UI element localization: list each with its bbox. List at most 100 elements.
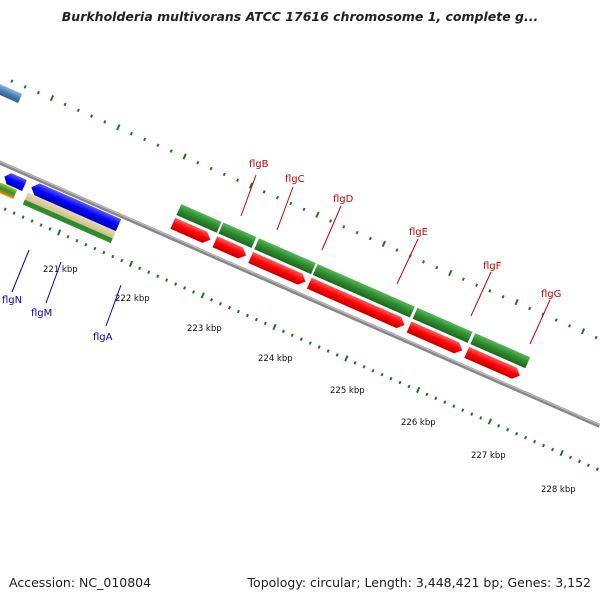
ruler-tick <box>586 463 590 468</box>
outer-tick <box>289 201 293 206</box>
ruler-tick <box>128 260 134 268</box>
outer-tick <box>475 283 479 287</box>
ruler-tick <box>21 215 25 219</box>
outer-tick <box>594 335 598 340</box>
outer-tick <box>23 85 27 89</box>
accession-value: NC_010804 <box>79 575 152 590</box>
length-label: Length: <box>364 575 412 590</box>
outer-tick <box>90 114 94 118</box>
outer-tick <box>236 178 240 182</box>
topology-label: Topology: <box>247 575 307 590</box>
ruler-tick <box>542 443 546 448</box>
cds-flgF[interactable] <box>406 321 465 356</box>
cds-flgM[interactable] <box>2 171 27 191</box>
ruler-tick <box>48 227 52 231</box>
outer-tick <box>222 172 226 177</box>
accession-label: Accession: <box>9 575 76 590</box>
ruler-tick <box>487 418 493 425</box>
outer-tick <box>421 260 426 264</box>
label-flgC[interactable]: flgC <box>285 174 305 185</box>
ruler-tick <box>111 254 115 259</box>
gene-flgC[interactable] <box>218 222 257 249</box>
outer-tick <box>76 108 80 113</box>
ruler-tick <box>371 368 375 373</box>
tick-label: 221 kbp <box>43 265 78 275</box>
cds-flgB[interactable] <box>170 217 212 245</box>
label-flgF[interactable]: flgF <box>483 261 502 272</box>
cds-flgE[interactable] <box>306 277 407 331</box>
upstream-gene[interactable] <box>0 54 23 103</box>
outer-tick <box>209 166 213 171</box>
cds-flgG[interactable] <box>464 346 522 381</box>
label-flgE[interactable]: flgE <box>409 227 428 238</box>
outer-tick <box>182 153 187 160</box>
tick-label: 223 kbp <box>187 324 222 334</box>
tick-label: 226 kbp <box>401 418 436 428</box>
label-flgN[interactable]: flgN <box>2 295 22 306</box>
tick-label: 222 kbp <box>115 294 150 304</box>
forward-genes <box>170 204 531 381</box>
label-flgG[interactable]: flgG <box>541 289 561 300</box>
tick-label: 225 kbp <box>330 386 365 396</box>
label-flgA[interactable]: flgA <box>93 332 113 343</box>
ruler-tick <box>353 361 357 365</box>
genes-value: 3,152 <box>555 575 591 590</box>
ruler-tick <box>3 207 7 211</box>
cds-flgA[interactable] <box>29 181 122 232</box>
ruler-tick <box>533 439 537 444</box>
tick-label: 228 kbp <box>541 485 576 495</box>
ruler-tick <box>192 290 196 294</box>
genome-summary: Topology: circular; Length: 3,448,421 bp… <box>247 575 591 590</box>
outer-tick <box>156 143 160 148</box>
ruler-tick <box>407 384 411 389</box>
outer-tick <box>103 120 107 124</box>
ruler-tick <box>254 317 258 322</box>
outer-tick <box>580 328 586 335</box>
ruler-tick <box>506 428 510 432</box>
ruler-track <box>3 207 599 471</box>
chromosome-strip <box>0 54 600 471</box>
ruler-tick <box>317 345 321 349</box>
ruler-tick <box>210 298 214 302</box>
outer-tick-track <box>0 73 598 340</box>
gene-flgB[interactable] <box>176 204 222 233</box>
ruler-tick <box>281 329 285 334</box>
ruler-tick <box>174 282 178 286</box>
ruler-tick <box>479 416 483 420</box>
tick-label: 224 kbp <box>258 354 293 364</box>
label-flgB[interactable]: flgB <box>249 159 269 170</box>
ruler-tick <box>326 349 330 353</box>
outer-tick <box>129 131 133 136</box>
outer-tick <box>501 294 505 299</box>
gene-flgM[interactable] <box>0 181 18 200</box>
ruler-tick <box>434 396 438 401</box>
ruler-tick <box>344 355 349 362</box>
gene-flgE[interactable] <box>312 263 415 318</box>
ruler-tick <box>443 400 447 405</box>
gene-flgF[interactable] <box>412 307 473 343</box>
accession-info: Accession: NC_010804 <box>9 575 151 590</box>
outer-tick <box>435 265 439 270</box>
cds-flgC[interactable] <box>212 236 249 261</box>
outer-tick <box>262 190 266 194</box>
gene-flgD[interactable] <box>254 238 316 275</box>
outer-tick <box>395 248 399 252</box>
cds-flgD[interactable] <box>248 251 308 287</box>
ruler-tick <box>84 242 88 247</box>
topology-value: circular <box>310 575 357 590</box>
ruler-tick <box>39 223 43 227</box>
outer-tick <box>315 211 320 218</box>
ruler-tick <box>595 467 599 471</box>
ruler-tick <box>452 404 456 408</box>
outer-tick <box>169 149 173 153</box>
gene-flgG[interactable] <box>470 333 531 369</box>
outer-tick <box>143 137 147 142</box>
ruler-tick <box>66 235 70 239</box>
label-flgM[interactable]: flgM <box>31 308 52 319</box>
ruler-tick <box>75 238 79 243</box>
ruler-tick <box>470 412 474 416</box>
label-flgD[interactable]: flgD <box>333 194 354 205</box>
ruler-labels: 221 kbp 222 kbp 223 kbp 224 kbp 225 kbp … <box>43 265 576 495</box>
ruler-tick <box>245 313 249 318</box>
